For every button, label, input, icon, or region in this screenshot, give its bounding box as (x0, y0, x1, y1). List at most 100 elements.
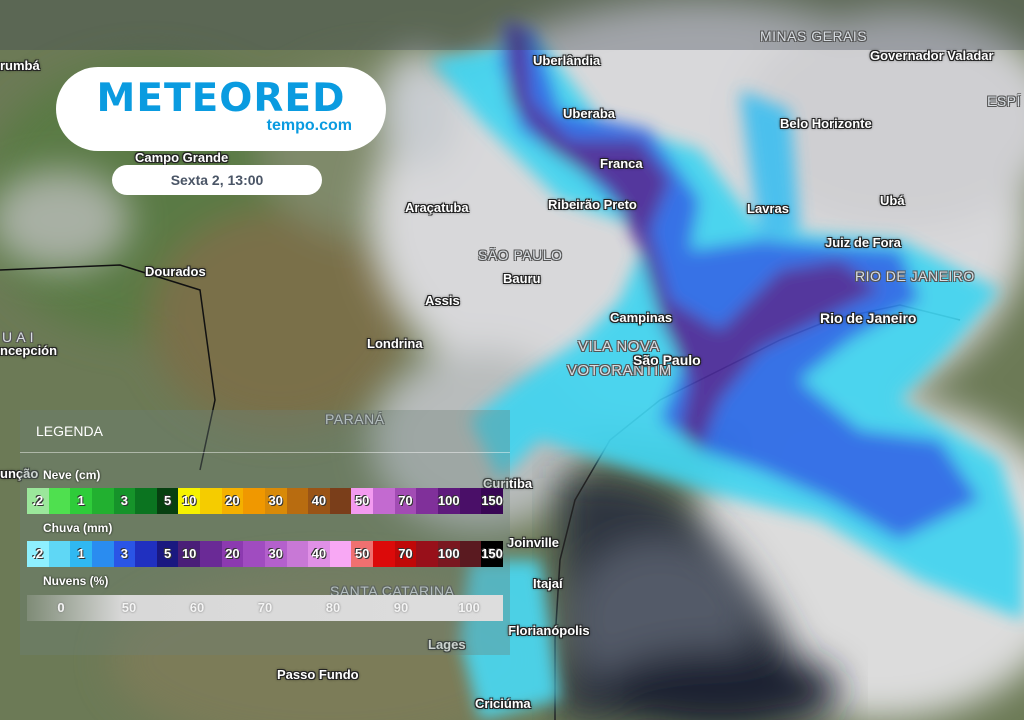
scale-cell: 20 (221, 541, 244, 567)
cloud-scale-tick: 100 (458, 600, 480, 615)
city-label: ncepción (0, 343, 58, 358)
city-label: Campo Grande (135, 150, 229, 165)
city-label: Lages (428, 637, 466, 652)
scale-cell (91, 541, 114, 567)
city-label: Franca (600, 156, 643, 171)
scale-cell (459, 541, 482, 567)
city-label: Londrina (367, 336, 423, 351)
region-label: VOTORANTIM (567, 362, 672, 379)
city-label: Itajaí (533, 576, 563, 591)
scale-cell (329, 488, 352, 514)
scale-cell: 150 (481, 488, 503, 514)
scale-cell (200, 488, 222, 514)
city-label: Rio de Janeiro (820, 310, 917, 326)
scale-cell: 70 (394, 488, 417, 514)
scale-cell: 30 (264, 488, 287, 514)
city-label: Dourados (145, 264, 206, 279)
scale-cell: 5 (156, 541, 179, 567)
top-overlay-band (0, 0, 1024, 50)
rain-scale-label: Chuva (mm) (43, 521, 113, 535)
cloud-scale-tick: 0 (57, 600, 65, 615)
scale-cell (373, 488, 395, 514)
scale-cell (135, 488, 157, 514)
city-label: Belo Horizonte (780, 116, 872, 131)
legend-divider (20, 452, 510, 453)
logo-wordmark: METEORED (96, 76, 346, 121)
city-label: Assis (425, 293, 460, 308)
scale-cell: 1 (70, 488, 92, 514)
cloud-color-scale: 0 50 60 70 80 90 100 (27, 595, 503, 621)
rain-color-scale: .2 1 3 5 10 20 30 40 50 70 100 150 (27, 541, 503, 567)
scale-cell: 150 (481, 541, 503, 567)
scale-cell (243, 541, 265, 567)
scale-cell (91, 488, 114, 514)
scale-cell (48, 541, 71, 567)
city-label: Passo Fundo (277, 667, 359, 682)
scale-cell: 70 (394, 541, 417, 567)
scale-cell: 10 (178, 541, 200, 567)
legend-panel: LEGENDA Neve (cm) .2 1 3 5 10 20 30 40 50 70 100 15… (20, 410, 510, 655)
scale-cell (329, 541, 352, 567)
city-label: Criciúma (475, 696, 531, 711)
scale-cell (48, 488, 71, 514)
snow-scale-label: Neve (cm) (43, 468, 101, 482)
scale-cell: 30 (264, 541, 287, 567)
scale-cell: 3 (113, 488, 136, 514)
border-line (0, 264, 216, 471)
scale-cell (135, 541, 157, 567)
city-label: Bauru (503, 271, 541, 286)
meteored-logo[interactable]: METEORED tempo.com (56, 67, 386, 151)
city-label: unção (0, 466, 39, 481)
cloud-scale-tick: 70 (257, 600, 273, 615)
logo-domain: tempo.com (266, 117, 352, 134)
scale-cell: 50 (351, 488, 373, 514)
scale-cell: .2 (27, 488, 49, 514)
scale-cell: 40 (308, 488, 330, 514)
city-label: São Paulo (633, 352, 701, 368)
scale-cell: 100 (437, 488, 460, 514)
scale-cell: 5 (156, 488, 179, 514)
region-label: VILA NOVA (578, 338, 660, 355)
city-label: Curitiba (483, 476, 533, 491)
city-label: Ribeirão Preto (548, 197, 637, 212)
cloud-scale-label: Nuvens (%) (43, 574, 109, 588)
scale-cell (286, 541, 309, 567)
city-label: Lavras (747, 201, 789, 216)
cloud-scale-tick: 80 (325, 600, 341, 615)
city-label: Joinville (507, 535, 560, 550)
city-label: Florianópolis (508, 623, 590, 638)
scale-cell: 50 (351, 541, 373, 567)
scale-cell (243, 488, 265, 514)
legend-title: LEGENDA (36, 423, 103, 439)
region-label: SÃO PAULO (478, 247, 563, 263)
city-label: Uberaba (563, 106, 616, 121)
scale-cell: 3 (113, 541, 136, 567)
scale-cell (459, 488, 482, 514)
cloud-scale-tick: 60 (189, 600, 205, 615)
city-label: rumbá (0, 58, 40, 73)
city-label: Juiz de Fora (825, 235, 901, 250)
scale-cell (416, 488, 438, 514)
city-label: Campinas (610, 310, 673, 325)
snow-color-scale: .2 1 3 5 10 20 30 40 50 70 100 150 (27, 488, 503, 514)
scale-cell: 100 (437, 541, 460, 567)
city-label: Uberlândia (533, 53, 601, 68)
cloud-scale-tick: 90 (393, 600, 409, 615)
city-label: Ubá (880, 193, 905, 208)
region-label: RIO DE JANEIRO (855, 268, 975, 284)
city-label: Governador Valadar (870, 48, 994, 63)
scale-cell: 10 (178, 488, 200, 514)
scale-cell (373, 541, 395, 567)
region-label: MINAS GERAIS (760, 28, 868, 44)
scale-cell: 20 (221, 488, 244, 514)
scale-cell: 1 (70, 541, 92, 567)
region-label: ESPÍ (987, 93, 1021, 109)
ocean-clouds (560, 475, 840, 720)
scale-cell (286, 488, 309, 514)
scale-cell (416, 541, 438, 567)
region-label: PARANÁ (325, 411, 385, 427)
scale-cell: 40 (308, 541, 330, 567)
city-label: Araçatuba (405, 200, 469, 215)
